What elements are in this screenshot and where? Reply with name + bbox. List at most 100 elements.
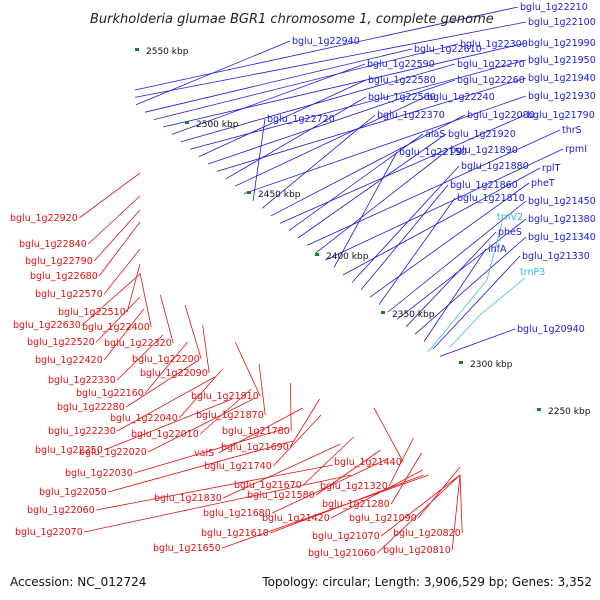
gene-label-bglu_1g21680[interactable]: bglu_1g21680 [203,508,271,519]
gene-label-bglu_1g21860[interactable]: bglu_1g21860 [450,180,518,191]
gene-label-bglu_1g21740[interactable]: bglu_1g21740 [204,461,272,472]
gene-label-bglu_1g22270[interactable]: bglu_1g22270 [457,59,525,70]
gene-label-pheT[interactable]: pheT [531,178,555,189]
gene-label-bglu_1g21880[interactable]: bglu_1g21880 [461,161,529,172]
leader-line-bglu_1g21740 [272,414,322,467]
gene-label-trnP3[interactable]: trnP3 [520,267,545,278]
gene-label-bglu_1g21810[interactable]: bglu_1g21810 [457,193,525,204]
gene-label-bglu_1g22050[interactable]: bglu_1g22050 [39,487,107,498]
gene-label-bglu_1g22280[interactable]: bglu_1g22280 [57,402,125,413]
gene-label-bglu_1g22560[interactable]: bglu_1g22560 [368,92,436,103]
gene-label-bglu_1g22920[interactable]: bglu_1g22920 [10,213,78,224]
gene-label-bglu_1g21060[interactable]: bglu_1g21060 [308,548,376,559]
leader-line-thrS [306,129,561,246]
gene-label-bglu_1g22680[interactable]: bglu_1g22680 [30,271,98,282]
gene-label-ihfA[interactable]: ihfA [488,244,507,255]
leader-line-bglu_1g22720 [252,118,266,202]
gene-label-bglu_1g22790[interactable]: bglu_1g22790 [25,256,93,267]
gene-label-bglu_1g20820[interactable]: bglu_1g20820 [393,528,461,539]
leader-line-bglu_1g20810 [451,474,461,551]
gene-label-bglu_1g21780[interactable]: bglu_1g21780 [222,426,290,437]
kbp-tick-label-0: 2550 kbp [146,47,189,57]
leader-line-bglu_1g22010 [199,388,252,435]
gene-label-valS[interactable]: valS [194,448,214,459]
gene-label-bglu_1g22260[interactable]: bglu_1g22260 [457,75,525,86]
leader-line-bglu_1g21830 [223,443,341,499]
gene-label-bglu_1g22150[interactable]: bglu_1g22150 [399,147,467,158]
gene-label-bglu_1g22060[interactable]: bglu_1g22060 [27,505,95,516]
gene-label-bglu_1g21650[interactable]: bglu_1g21650 [153,543,221,554]
leader-line-bglu_1g21810 [378,197,456,305]
gene-label-bglu_1g21940[interactable]: bglu_1g21940 [528,73,596,84]
gene-label-bglu_1g21910[interactable]: bglu_1g21910 [191,391,259,402]
gene-label-alaS[interactable]: alaS [425,129,445,140]
gene-label-bglu_1g21580[interactable]: bglu_1g21580 [247,490,315,501]
gene-label-thrS[interactable]: thrS [562,125,582,136]
gene-label-bglu_1g21440[interactable]: bglu_1g21440 [334,457,402,468]
gene-label-bglu_1g21870[interactable]: bglu_1g21870 [196,410,264,421]
kbp-tick-label-1: 2500 kbp [196,120,239,130]
gene-label-bglu_1g21380[interactable]: bglu_1g21380 [528,214,596,225]
gene-label-bglu_1g22940[interactable]: bglu_1g22940 [292,36,360,47]
gene-label-bglu_1g22590[interactable]: bglu_1g22590 [367,59,435,70]
gene-label-bglu_1g22580[interactable]: bglu_1g22580 [368,75,436,86]
leader-line-bglu_1g21990 [162,42,527,128]
gene-label-rplT[interactable]: rplT [542,163,561,174]
gene-label-rpmI[interactable]: rpmI [565,144,587,155]
gene-label-bglu_1g22320[interactable]: bglu_1g22320 [104,338,172,349]
leader-line-bglu_1g21920 [297,133,447,239]
leader-line-rplT [342,167,541,276]
gene-label-bglu_1g21280[interactable]: bglu_1g21280 [322,499,390,510]
gene-label-bglu_1g22720[interactable]: bglu_1g22720 [267,114,335,125]
gene-label-trnV2[interactable]: trnV2 [497,212,523,223]
gene-label-bglu_1g21340[interactable]: bglu_1g21340 [528,232,596,243]
gene-label-bglu_1g22200[interactable]: bglu_1g22200 [132,354,200,365]
gene-label-bglu_1g22300[interactable]: bglu_1g22300 [460,39,528,50]
gene-label-bglu_1g21670[interactable]: bglu_1g21670 [234,480,302,491]
gene-label-bglu_1g22510[interactable]: bglu_1g22510 [58,307,126,318]
gene-label-bglu_1g20810[interactable]: bglu_1g20810 [383,545,451,556]
gene-label-bglu_1g22080[interactable]: bglu_1g22080 [467,110,535,121]
gene-label-bglu_1g22090[interactable]: bglu_1g22090 [140,368,208,379]
gene-label-bglu_1g21950[interactable]: bglu_1g21950 [528,55,596,66]
gene-label-bglu_1g21330[interactable]: bglu_1g21330 [522,251,590,262]
gene-label-bglu_1g22370[interactable]: bglu_1g22370 [377,110,445,121]
gene-label-bglu_1g21690[interactable]: bglu_1g21690 [221,442,289,453]
gene-label-bglu_1g22610[interactable]: bglu_1g22610 [414,44,482,55]
gene-label-bglu_1g22030[interactable]: bglu_1g22030 [65,468,133,479]
gene-label-bglu_1g21920[interactable]: bglu_1g21920 [448,129,516,140]
gene-label-bglu_1g21420[interactable]: bglu_1g21420 [262,513,330,524]
gene-label-bglu_1g22520[interactable]: bglu_1g22520 [27,337,95,348]
gene-label-bglu_1g22230[interactable]: bglu_1g22230 [48,426,116,437]
leader-line-bglu_1g22510 [126,263,141,313]
gene-label-bglu_1g20940[interactable]: bglu_1g20940 [517,324,585,335]
gene-label-bglu_1g21890[interactable]: bglu_1g21890 [450,145,518,156]
gene-label-bglu_1g21830[interactable]: bglu_1g21830 [154,493,222,504]
gene-label-bglu_1g22250[interactable]: bglu_1g22250 [35,445,103,456]
gene-label-bglu_1g22160[interactable]: bglu_1g22160 [76,388,144,399]
gene-label-bglu_1g22330[interactable]: bglu_1g22330 [48,375,116,386]
gene-label-bglu_1g22420[interactable]: bglu_1g22420 [35,355,103,366]
gene-label-bglu_1g22210[interactable]: bglu_1g22210 [520,2,588,13]
gene-label-bglu_1g22630[interactable]: bglu_1g22630 [13,320,81,331]
leader-line-bglu_1g22260 [207,79,456,165]
gene-label-bglu_1g22010[interactable]: bglu_1g22010 [131,429,199,440]
gene-label-bglu_1g21070[interactable]: bglu_1g21070 [312,531,380,542]
gene-label-bglu_1g22040[interactable]: bglu_1g22040 [110,413,178,424]
gene-label-pheS[interactable]: pheS [498,227,522,238]
gene-label-bglu_1g22240[interactable]: bglu_1g22240 [427,92,495,103]
gene-label-bglu_1g22570[interactable]: bglu_1g22570 [35,289,103,300]
gene-label-bglu_1g21450[interactable]: bglu_1g21450 [528,196,596,207]
gene-label-bglu_1g21610[interactable]: bglu_1g21610 [201,528,269,539]
gene-label-bglu_1g22400[interactable]: bglu_1g22400 [82,322,150,333]
kbp-tick-mark-6 [537,408,541,411]
gene-label-bglu_1g22840[interactable]: bglu_1g22840 [19,239,87,250]
gene-label-bglu_1g21990[interactable]: bglu_1g21990 [528,38,596,49]
gene-label-bglu_1g21320[interactable]: bglu_1g21320 [320,481,388,492]
gene-label-bglu_1g22070[interactable]: bglu_1g22070 [15,527,83,538]
gene-label-bglu_1g21930[interactable]: bglu_1g21930 [528,91,596,102]
gene-label-bglu_1g21090[interactable]: bglu_1g21090 [349,513,417,524]
gene-label-bglu_1g22100[interactable]: bglu_1g22100 [528,17,596,28]
gene-label-bglu_1g22020[interactable]: bglu_1g22020 [79,447,147,458]
gene-label-bglu_1g21790[interactable]: bglu_1g21790 [527,110,595,121]
